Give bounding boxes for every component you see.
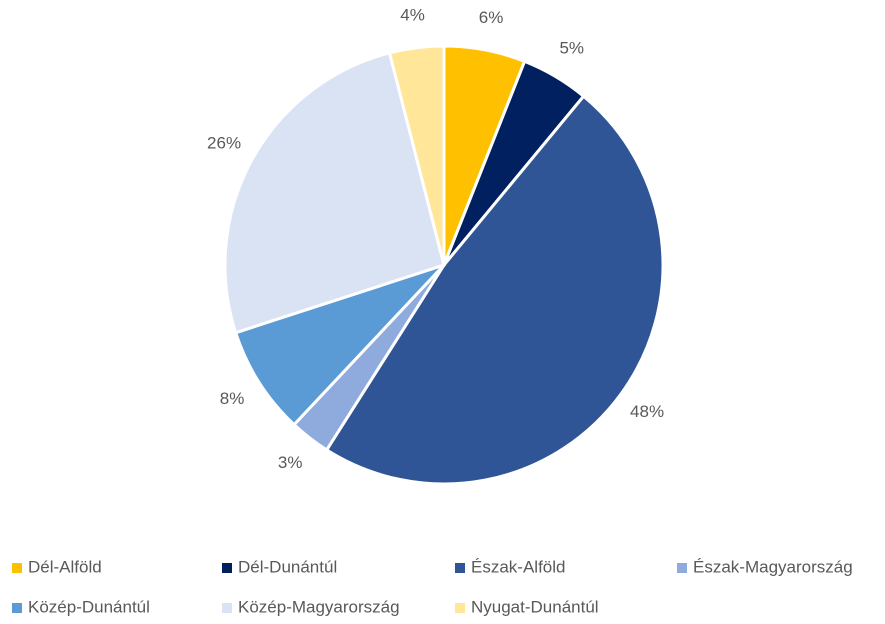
legend-label: Közép-Dunántúl bbox=[28, 597, 150, 616]
data-label: 8% bbox=[220, 389, 245, 408]
pie-slice bbox=[324, 94, 665, 486]
legend-label: Közép-Magyarország bbox=[238, 597, 400, 616]
legend-label: Észak-Magyarország bbox=[693, 557, 853, 576]
data-label: 48% bbox=[630, 402, 664, 421]
pie-slice bbox=[387, 44, 446, 266]
legend-label: Dél-Alföld bbox=[28, 557, 102, 576]
legend-swatch bbox=[677, 563, 687, 573]
data-label: 5% bbox=[559, 38, 584, 57]
data-label: 6% bbox=[479, 8, 504, 27]
legend-swatch bbox=[222, 563, 232, 573]
legend-label: Nyugat-Dunántúl bbox=[471, 597, 599, 616]
legend-swatch bbox=[455, 603, 465, 613]
data-label: 3% bbox=[278, 453, 303, 472]
legend-swatch bbox=[12, 563, 22, 573]
legend-swatch bbox=[12, 603, 22, 613]
legend-label: Dél-Dunántúl bbox=[238, 557, 337, 576]
data-label: 26% bbox=[207, 134, 241, 153]
pie-slice bbox=[223, 51, 446, 335]
pie-slice bbox=[233, 263, 446, 427]
data-label: 4% bbox=[400, 5, 425, 24]
legend-label: Észak-Alföld bbox=[471, 557, 565, 576]
legend-swatch bbox=[222, 603, 232, 613]
legend-swatch bbox=[455, 563, 465, 573]
